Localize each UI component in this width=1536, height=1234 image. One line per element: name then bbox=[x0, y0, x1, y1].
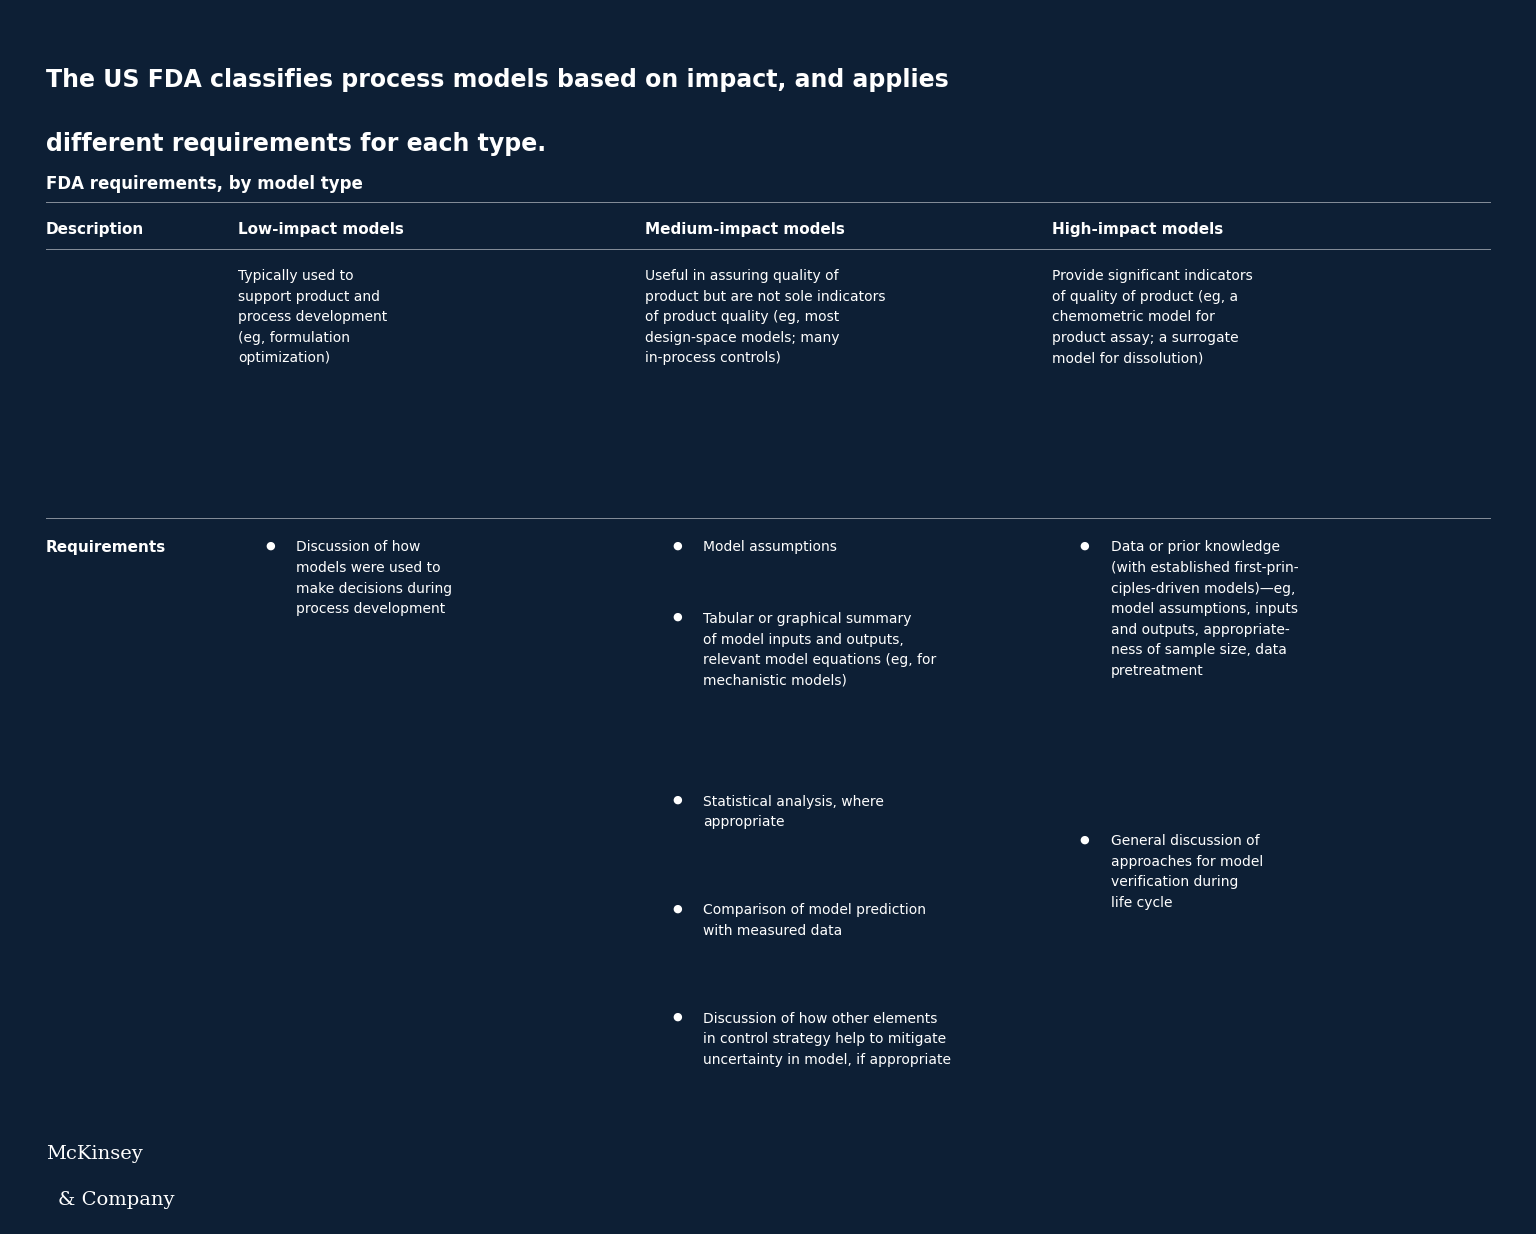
Text: Low-impact models: Low-impact models bbox=[238, 222, 404, 237]
Text: Comparison of model prediction
with measured data: Comparison of model prediction with meas… bbox=[703, 903, 926, 938]
Text: General discussion of
approaches for model
verification during
life cycle: General discussion of approaches for mod… bbox=[1111, 834, 1263, 909]
Text: The US FDA classifies process models based on impact, and applies: The US FDA classifies process models bas… bbox=[46, 68, 949, 91]
Text: ●: ● bbox=[673, 903, 682, 913]
Text: ●: ● bbox=[673, 1012, 682, 1022]
Text: ●: ● bbox=[266, 540, 275, 550]
Text: Discussion of how other elements
in control strategy help to mitigate
uncertaint: Discussion of how other elements in cont… bbox=[703, 1012, 951, 1067]
Text: ●: ● bbox=[1080, 540, 1089, 550]
Text: FDA requirements, by model type: FDA requirements, by model type bbox=[46, 175, 362, 194]
Text: Tabular or graphical summary
of model inputs and outputs,
relevant model equatio: Tabular or graphical summary of model in… bbox=[703, 612, 937, 687]
Text: Typically used to
support product and
process development
(eg, formulation
optim: Typically used to support product and pr… bbox=[238, 269, 387, 365]
Text: ●: ● bbox=[673, 795, 682, 805]
Text: McKinsey: McKinsey bbox=[46, 1145, 143, 1164]
Text: ●: ● bbox=[673, 540, 682, 550]
Text: different requirements for each type.: different requirements for each type. bbox=[46, 132, 547, 155]
Text: ●: ● bbox=[673, 612, 682, 622]
Text: High-impact models: High-impact models bbox=[1052, 222, 1223, 237]
Text: Requirements: Requirements bbox=[46, 540, 166, 555]
Text: Provide significant indicators
of quality of product (eg, a
chemometric model fo: Provide significant indicators of qualit… bbox=[1052, 269, 1253, 365]
Text: Discussion of how
models were used to
make decisions during
process development: Discussion of how models were used to ma… bbox=[296, 540, 453, 616]
Text: Description: Description bbox=[46, 222, 144, 237]
Text: Useful in assuring quality of
product but are not sole indicators
of product qua: Useful in assuring quality of product bu… bbox=[645, 269, 886, 365]
Text: Medium-impact models: Medium-impact models bbox=[645, 222, 845, 237]
Text: Model assumptions: Model assumptions bbox=[703, 540, 837, 554]
Text: & Company: & Company bbox=[58, 1191, 175, 1209]
Text: Statistical analysis, where
appropriate: Statistical analysis, where appropriate bbox=[703, 795, 885, 829]
Text: ●: ● bbox=[1080, 834, 1089, 844]
Text: Data or prior knowledge
(with established first-prin-
ciples-driven models)—eg,
: Data or prior knowledge (with establishe… bbox=[1111, 540, 1298, 679]
